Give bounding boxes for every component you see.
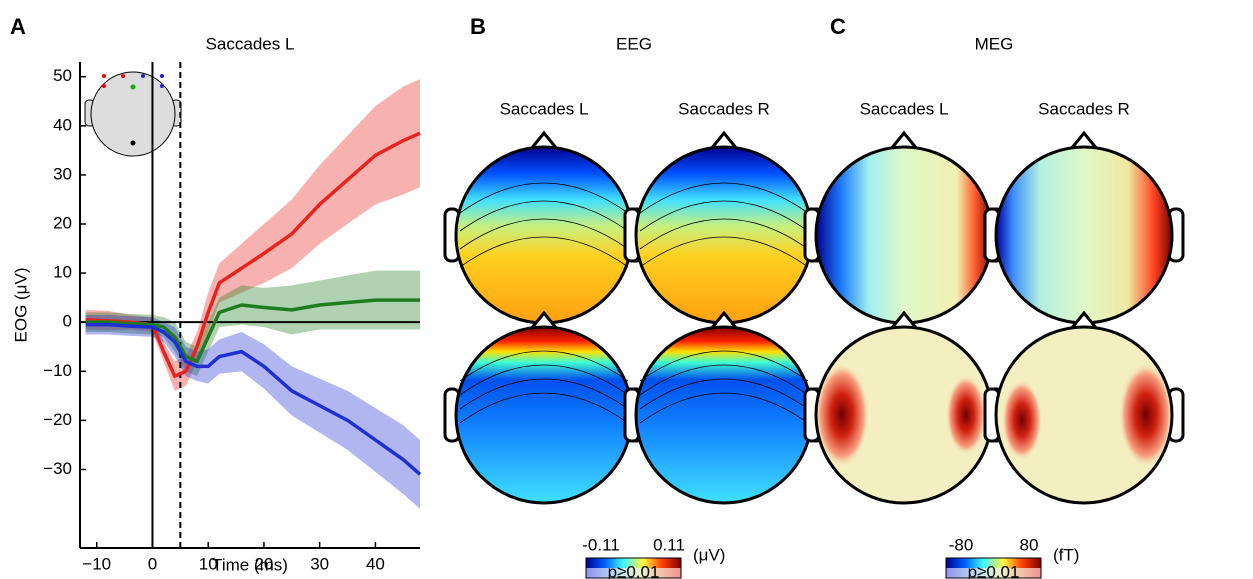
contour [639,392,809,424]
map-fill [996,147,1172,323]
y-tick-label: 30 [53,164,72,183]
contour [639,350,809,382]
colorbar-unit: (fT) [1053,545,1079,564]
colorbar-masked [586,568,681,578]
colorbar [946,558,1041,568]
map-fill [996,327,1172,503]
y-axis-label: EOG (μV) [11,268,30,343]
y-tick-label: 10 [53,263,72,282]
line [85,298,420,364]
colorbar-masked [946,568,1041,578]
panel-title: EEG [616,34,652,53]
y-tick-label: 0 [63,312,72,331]
x-tick-label: 20 [254,554,273,573]
x-tick-label: 0 [148,554,157,573]
contour [459,378,629,410]
panel-label: B [470,14,486,39]
y-tick-label: −10 [43,361,72,380]
topomap [623,130,825,325]
colorbar-note: p≥0.01 [968,562,1020,579]
topomap [803,130,1005,325]
contour [639,200,809,232]
y-tick-label: 40 [53,115,72,134]
colorbar-min: -80 [949,535,974,554]
x-tick-label: 30 [310,554,329,573]
contour [459,218,629,250]
contour [459,350,629,382]
map-fill [816,327,992,503]
colorbar-max: 80 [1020,535,1039,554]
map-fill [636,327,812,503]
contour [459,236,629,268]
contour [459,392,629,424]
topomap [443,310,645,505]
panel-label: A [10,14,26,39]
y-tick-label: 50 [53,66,72,85]
contour [639,236,809,268]
colorbar-frame [945,557,1042,579]
electrode-inset [84,71,182,157]
topomap [623,310,825,505]
chart-title: Saccades L [206,34,295,53]
error-band [85,270,421,377]
y-tick-label: −30 [43,459,72,478]
panel-title: MEG [975,34,1014,53]
map-blob [1119,363,1173,467]
map-fill [456,327,632,503]
column-label: Saccades R [678,99,770,118]
column-label: Saccades L [860,99,949,118]
colorbar-frame [585,557,682,579]
contour [639,182,809,214]
contour [459,182,629,214]
map-blob [1002,380,1042,460]
error-band [85,79,421,391]
x-tick-label: −10 [82,554,111,573]
panel-label: C [830,14,846,39]
contour [639,218,809,250]
colorbar [586,558,681,568]
y-tick-label: −20 [43,410,72,429]
y-tick-label: 20 [53,213,72,232]
map-fill [816,147,992,323]
colorbar-unit: (μV) [693,545,725,564]
line [85,322,422,476]
colorbar-min: -0.11 [582,535,620,554]
contour [639,364,809,396]
head-outline [994,325,1174,505]
map-blob [946,375,986,455]
contour [639,378,809,410]
topomap [983,310,1185,505]
column-label: Saccades L [500,99,589,118]
topomap [983,130,1185,325]
topomap [803,310,1005,505]
x-axis-label: Time (ms) [212,555,288,574]
error-band [85,314,421,509]
map-blob [815,363,869,467]
column-label: Saccades R [1038,99,1130,118]
x-tick-label: 10 [199,554,218,573]
contour [459,364,629,396]
topomap [443,130,645,325]
contour [459,200,629,232]
x-tick-label: 40 [366,554,385,573]
colorbar-note: p≥0.01 [608,562,660,579]
colorbar-max: 0.11 [653,535,685,554]
